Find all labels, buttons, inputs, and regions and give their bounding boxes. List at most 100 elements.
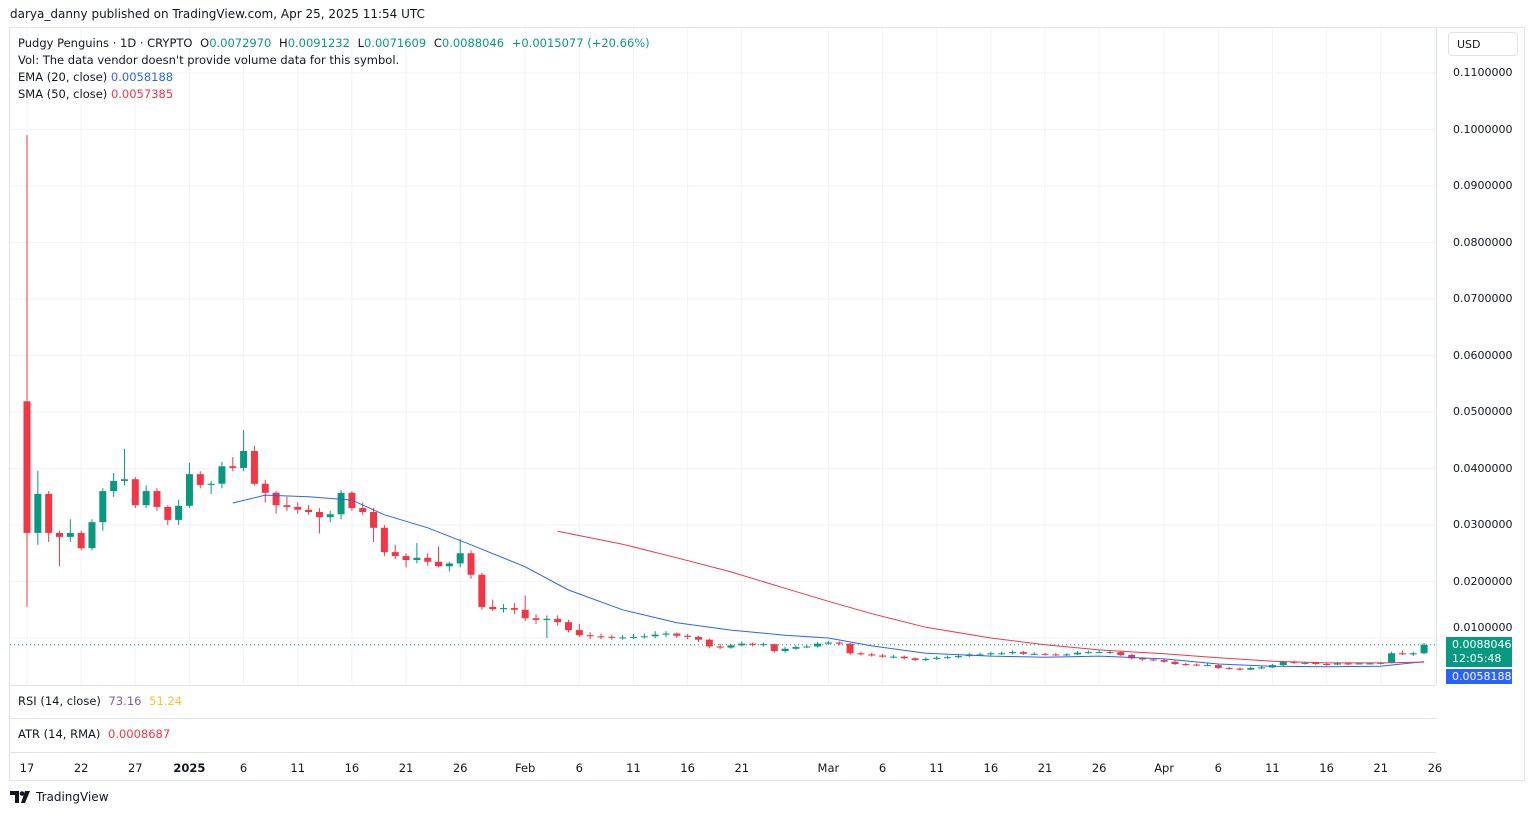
candle-down — [900, 656, 908, 659]
candle-up — [175, 505, 183, 520]
price-tick-label: 0.0400000 — [1453, 461, 1513, 475]
candle-up — [987, 653, 995, 655]
candle-down — [370, 512, 378, 528]
candle-up — [738, 643, 746, 646]
time-tick-label: 11 — [626, 761, 641, 775]
atr-label: ATR (14, RMA) — [18, 727, 101, 741]
candle-up — [1355, 663, 1363, 665]
time-tick-label: 16 — [983, 761, 999, 775]
sma-50-line — [557, 530, 1425, 664]
candle-up — [889, 656, 897, 658]
candle-up — [185, 474, 193, 506]
candle-up — [933, 657, 941, 659]
tradingview-brand: TradingView — [36, 790, 109, 804]
candle-down — [402, 556, 410, 561]
candle-down — [1398, 653, 1406, 655]
candle-down — [229, 466, 237, 468]
candle-up — [110, 480, 118, 492]
price-tick-label: 0.0300000 — [1453, 518, 1513, 531]
high-label: H — [279, 36, 288, 50]
candle-up — [1333, 663, 1341, 665]
candle-down — [1149, 659, 1157, 661]
candle-up — [337, 492, 345, 515]
rsi-pane[interactable]: RSI (14, close) 73.16 51.24 — [10, 685, 1436, 719]
candle-down — [694, 636, 702, 640]
time-axis[interactable]: 17 22 27 2025 6 11 16 21 26 Feb 6 11 16 21 Mar 6 11 16 21 2… — [10, 752, 1442, 781]
last-price-badge: 0.0088046 12:05:48 — [1446, 637, 1512, 667]
candle-up — [1247, 667, 1255, 670]
time-tick-label: 22 — [73, 761, 89, 775]
currency-button[interactable]: USD — [1448, 32, 1518, 56]
candle-down — [1344, 663, 1352, 665]
candle-down — [1214, 665, 1222, 668]
time-tick-label: 26 — [452, 761, 468, 775]
time-tick-label: 26 — [1091, 761, 1107, 775]
candle-down — [857, 653, 865, 655]
candle-up — [1279, 661, 1287, 666]
time-tick-label: 21 — [734, 761, 750, 775]
symbol-row: Pudgy Penguins · 1D · CRYPTO O0.0072970 … — [18, 35, 650, 52]
candle-down — [250, 450, 258, 484]
rsi-label: RSI (14, close) — [18, 694, 101, 708]
candle-down — [575, 630, 583, 636]
candle-up — [1074, 652, 1082, 655]
candle-up — [759, 644, 767, 646]
chart-frame — [9, 27, 1525, 781]
candle-down — [359, 508, 367, 513]
candle-down — [608, 636, 616, 638]
candle-up — [99, 491, 107, 523]
candle-down — [424, 557, 432, 562]
candle-down — [554, 618, 562, 623]
publisher-line: darya_danny published on TradingView.com… — [10, 7, 425, 21]
time-tick-label: 21 — [1373, 761, 1389, 775]
candle-up — [207, 483, 215, 485]
candle-up — [142, 491, 150, 506]
symbol-title[interactable]: Pudgy Penguins · 1D · CRYPTO — [18, 36, 193, 50]
candle-up — [629, 636, 637, 638]
candle-up — [824, 642, 832, 644]
price-tick-label: 0.0200000 — [1453, 574, 1513, 588]
price-chart[interactable] — [10, 28, 1436, 685]
candle-down — [1171, 661, 1179, 664]
candle-up — [500, 608, 508, 610]
ema-label: EMA (20, close) — [18, 70, 108, 84]
candle-up — [1009, 652, 1017, 654]
price-tick-label: 0.0700000 — [1453, 292, 1513, 305]
low-value: 0.0071609 — [363, 36, 427, 50]
time-tick-label: 17 — [19, 761, 35, 775]
candle-up — [1409, 653, 1417, 655]
time-tick-label: Feb — [514, 761, 536, 775]
candle-down — [1128, 654, 1136, 659]
rsi-value: 73.16 — [108, 694, 142, 708]
candle-up — [34, 493, 42, 533]
candle-down — [380, 527, 388, 553]
candle-down — [305, 509, 313, 513]
candle-up — [1063, 654, 1071, 656]
price-axis[interactable]: 0.1100000 0.1000000 0.0900000 0.0800000 0.07… — [1436, 28, 1525, 685]
atr-pane[interactable]: ATR (14, RMA) 0.0008687 — [10, 718, 1436, 753]
candle-down — [1041, 653, 1049, 655]
candle-down — [1225, 667, 1233, 669]
candle-up — [727, 645, 735, 648]
low-label: L — [357, 36, 364, 50]
candle-up — [651, 634, 659, 637]
tradingview-logo[interactable]: TradingView — [10, 790, 109, 804]
ema-value: 0.0058188 — [110, 70, 174, 84]
ema-legend[interactable]: EMA (20, close) 0.0058188 — [18, 69, 650, 86]
candle-down — [911, 658, 919, 661]
candle-up — [543, 618, 551, 620]
time-tick-label: 11 — [290, 761, 306, 775]
candle-down — [196, 474, 204, 485]
candle-up — [1366, 663, 1374, 665]
close-value: 0.0088046 — [441, 36, 505, 50]
candle-down — [478, 574, 486, 607]
candle-down — [1312, 662, 1320, 664]
candle-down — [131, 479, 139, 506]
candle-down — [467, 553, 475, 575]
candle-up — [781, 648, 789, 651]
candle-down — [510, 608, 518, 610]
candle-down — [1019, 652, 1027, 654]
candle-up — [1106, 652, 1114, 654]
time-tick-label: Apr — [1154, 761, 1175, 775]
sma-legend[interactable]: SMA (50, close) 0.0057385 — [18, 86, 650, 103]
